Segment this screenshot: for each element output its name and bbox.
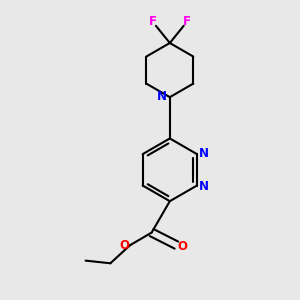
Text: N: N: [157, 90, 167, 103]
Text: O: O: [177, 240, 188, 253]
Text: F: F: [148, 15, 157, 28]
Text: O: O: [119, 239, 129, 252]
Text: N: N: [199, 147, 209, 160]
Text: F: F: [183, 15, 191, 28]
Text: N: N: [199, 180, 209, 193]
